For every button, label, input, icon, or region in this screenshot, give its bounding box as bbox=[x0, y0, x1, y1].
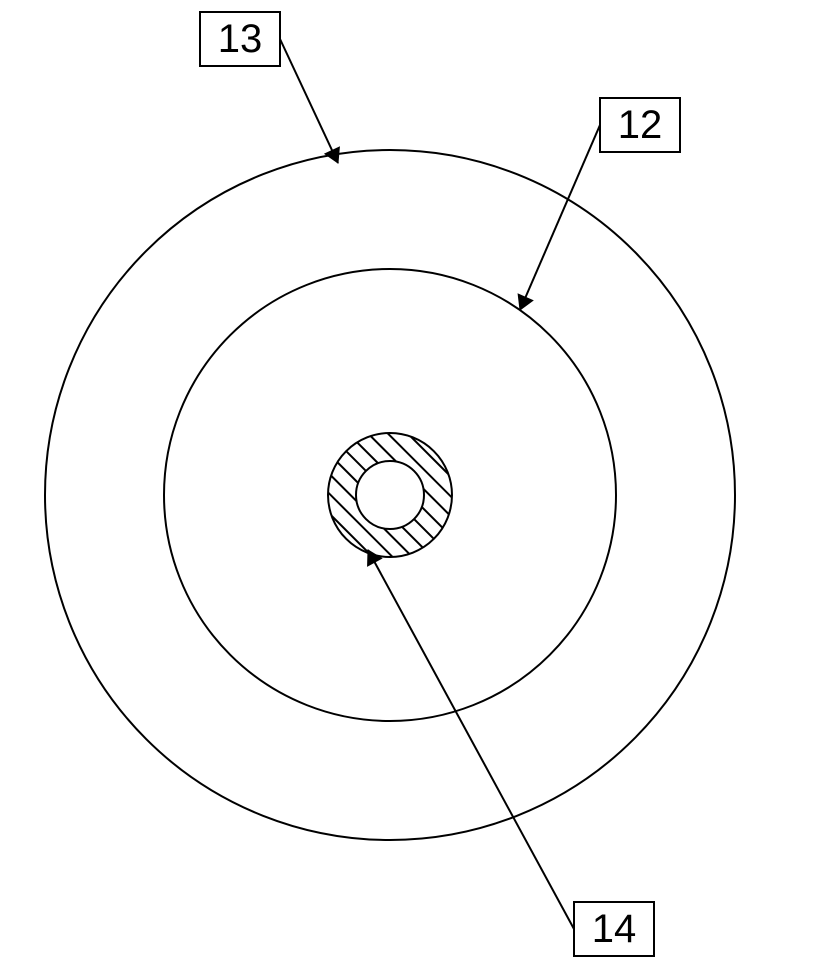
callout-14-label: 14 bbox=[592, 907, 637, 951]
callout-13-label: 13 bbox=[218, 17, 263, 61]
callout-12-label: 12 bbox=[618, 103, 663, 147]
canvas-background bbox=[0, 0, 814, 966]
